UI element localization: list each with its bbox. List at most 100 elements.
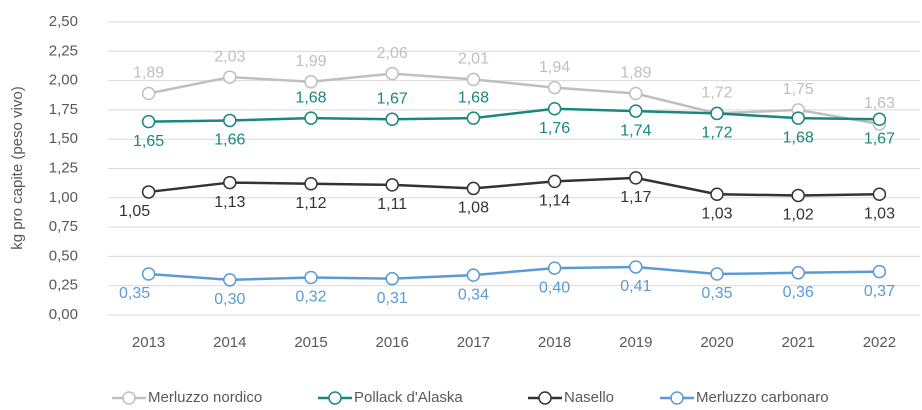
data-label: 1,75 bbox=[783, 81, 814, 98]
legend-label: Nasello bbox=[564, 389, 614, 406]
data-label: 1,13 bbox=[214, 194, 245, 211]
y-tick-label: 0,00 bbox=[49, 306, 78, 323]
marker bbox=[872, 187, 887, 202]
data-label: 1,02 bbox=[783, 207, 814, 224]
data-label: 1,03 bbox=[701, 206, 732, 223]
data-label: 0,36 bbox=[783, 284, 814, 301]
data-label: 0,40 bbox=[539, 279, 570, 296]
marker bbox=[710, 267, 724, 281]
marker bbox=[791, 111, 805, 125]
marker bbox=[547, 80, 562, 95]
x-tick-label: 2013 bbox=[132, 334, 165, 351]
marker bbox=[791, 266, 805, 280]
series-line bbox=[148, 107, 880, 123]
marker bbox=[304, 111, 318, 125]
data-label: 1,67 bbox=[377, 90, 408, 107]
data-label: 1,68 bbox=[458, 89, 489, 106]
x-tick-label: 2014 bbox=[213, 334, 246, 351]
data-label: 0,34 bbox=[458, 286, 489, 303]
marker bbox=[223, 70, 237, 84]
data-label: 0,35 bbox=[119, 285, 150, 302]
data-label: 0,30 bbox=[214, 291, 245, 308]
data-label: 1,68 bbox=[295, 89, 326, 106]
y-tick-label: 0,75 bbox=[49, 218, 78, 235]
y-tick-label: 0,50 bbox=[49, 247, 78, 264]
x-tick-label: 2017 bbox=[457, 334, 490, 351]
marker bbox=[629, 171, 643, 185]
marker bbox=[710, 106, 724, 121]
marker bbox=[304, 75, 318, 89]
legend-marker bbox=[122, 391, 136, 405]
marker bbox=[223, 273, 237, 287]
marker bbox=[385, 178, 399, 192]
marker bbox=[223, 175, 237, 190]
marker bbox=[466, 181, 481, 196]
data-label: 1,72 bbox=[701, 85, 732, 102]
data-label: 2,03 bbox=[214, 48, 245, 65]
data-label: 1,08 bbox=[458, 200, 489, 217]
marker bbox=[466, 111, 481, 125]
data-label: 0,32 bbox=[295, 289, 326, 306]
marker bbox=[466, 72, 481, 87]
y-tick-label: 1,50 bbox=[49, 130, 78, 147]
marker bbox=[385, 271, 399, 286]
data-label: 1,17 bbox=[620, 189, 651, 206]
y-axis-title: kg pro capite (peso vivo) bbox=[9, 86, 26, 249]
y-tick-label: 2,00 bbox=[49, 72, 78, 89]
data-label: 1,72 bbox=[701, 125, 732, 142]
data-label: 1,67 bbox=[864, 130, 895, 147]
y-tick-label: 1,00 bbox=[49, 189, 78, 206]
series-line bbox=[148, 265, 880, 282]
marker bbox=[141, 114, 156, 129]
data-label: 0,41 bbox=[620, 278, 651, 295]
data-label: 1,66 bbox=[214, 132, 245, 149]
data-label: 1,89 bbox=[620, 65, 651, 82]
y-tick-label: 2,25 bbox=[49, 42, 78, 59]
marker bbox=[629, 86, 643, 101]
x-tick-label: 2016 bbox=[376, 334, 409, 351]
marker bbox=[141, 185, 156, 199]
data-label: 1,14 bbox=[539, 193, 570, 210]
data-label: 1,68 bbox=[783, 129, 814, 146]
data-label: 1,89 bbox=[133, 65, 164, 82]
marker bbox=[547, 174, 562, 189]
marker bbox=[872, 264, 887, 279]
series-line bbox=[148, 176, 880, 197]
marker bbox=[304, 176, 318, 191]
data-label: 2,06 bbox=[377, 45, 408, 62]
data-label: 1,99 bbox=[295, 53, 326, 70]
x-tick-label: 2015 bbox=[294, 334, 327, 351]
marker bbox=[547, 101, 562, 116]
legend-marker bbox=[670, 391, 684, 405]
legend-label: Merluzzo carbonaro bbox=[696, 389, 829, 406]
y-tick-label: 2,50 bbox=[49, 13, 78, 30]
marker bbox=[304, 270, 318, 285]
data-label: 1,12 bbox=[295, 195, 326, 212]
marker bbox=[791, 188, 805, 203]
y-tick-label: 0,25 bbox=[49, 277, 78, 294]
marker bbox=[385, 112, 399, 127]
marker bbox=[141, 267, 156, 281]
x-tick-label: 2019 bbox=[619, 334, 652, 351]
marker bbox=[223, 113, 237, 128]
legend-marker bbox=[538, 391, 552, 405]
data-label: 1,76 bbox=[539, 120, 570, 137]
data-label: 0,35 bbox=[701, 285, 732, 302]
data-label: 1,63 bbox=[864, 95, 895, 112]
marker bbox=[710, 187, 724, 202]
legend-label: Merluzzo nordico bbox=[148, 389, 262, 406]
y-tick-label: 1,25 bbox=[49, 159, 78, 176]
x-tick-label: 2018 bbox=[538, 334, 571, 351]
marker bbox=[547, 261, 562, 275]
data-label: 1,94 bbox=[539, 59, 570, 76]
legend-label: Pollack d'Alaska bbox=[354, 389, 463, 406]
marker bbox=[466, 268, 481, 282]
x-tick-label: 2021 bbox=[782, 334, 815, 351]
data-label: 0,31 bbox=[377, 290, 408, 307]
marker bbox=[629, 260, 643, 274]
data-label: 0,37 bbox=[864, 283, 895, 300]
series-line bbox=[148, 72, 880, 126]
data-label: 1,74 bbox=[620, 122, 651, 139]
data-label: 2,01 bbox=[458, 51, 489, 68]
